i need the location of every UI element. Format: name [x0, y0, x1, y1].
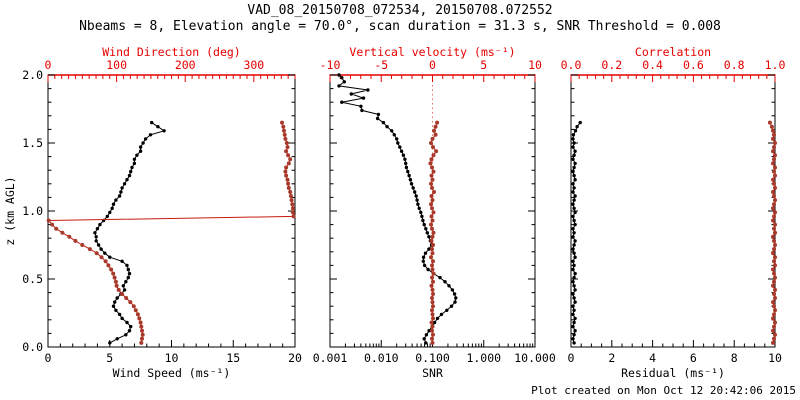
wind-panel: 0 5 10 15 20 Wind Speed (ms⁻¹) 0 100 200 300Wind … [3, 45, 302, 380]
plot-created-timestamp: Plot created on Mon Oct 12 20:42:06 2015 [531, 384, 796, 397]
wind-panel-top-tick: 300 [243, 58, 264, 72]
residual-panel-top-tick: 0.4 [642, 58, 663, 72]
snr-panel-top-tick: 0 [429, 58, 436, 72]
snr-panel: 0.001 0.010 0.100 1.000 10.000 SNR -10 -5 0 5 10 Ve… [313, 45, 556, 380]
wind-panel-top-axis-label: Wind Direction (deg) [102, 45, 240, 59]
wind-speed-line [94, 122, 166, 344]
residual-panel: 0 2 4 6 8 10 Residual (ms⁻¹) 0.0 0.2 0.4 0.6 0.8 1.0… [561, 45, 786, 380]
residual-panel-top-axis-label: Correlation [635, 45, 711, 59]
wind-panel-y-tick: 1.0 [22, 204, 43, 218]
residual-panel-top-tick: 0.2 [601, 58, 622, 72]
snr-line [337, 74, 457, 344]
wind-panel-y-tick: 0.5 [22, 272, 43, 286]
residual-panel-top-tick: 0.0 [561, 58, 582, 72]
wind-panel-bottom-tick: 15 [226, 351, 240, 365]
wind-panel-y-tick: 0.0 [22, 340, 43, 354]
snr-panel-bottom-tick: 1.000 [466, 351, 501, 365]
wind-panel-top-tick: 0 [45, 58, 52, 72]
wind-panel-bottom-tick: 10 [165, 351, 179, 365]
wind-panel-bottom-axis-label: Wind Speed (ms⁻¹) [113, 366, 231, 380]
residual-panel-bottom-tick: 2 [608, 351, 615, 365]
residual-panel-bottom-tick: 10 [768, 351, 782, 365]
snr-panel-bottom-tick: 0.001 [313, 351, 348, 365]
wind-panel-bottom-tick: 0 [45, 351, 52, 365]
snr-panel-top-tick: -10 [320, 58, 341, 72]
residual-panel-bottom-tick: 4 [649, 351, 656, 365]
wind-panel-top-tick: 100 [106, 58, 127, 72]
snr-panel-top-tick: 10 [528, 58, 542, 72]
wind-panel-y-tick: 2.0 [22, 68, 43, 82]
residual-panel-bottom-tick: 8 [731, 351, 738, 365]
snr-panel-bottom-tick: 10.000 [514, 351, 556, 365]
wind-panel-bottom-tick: 20 [288, 351, 302, 365]
wind-direction-line [47, 122, 295, 343]
wind-panel-y-tick: 1.5 [22, 136, 43, 150]
residual-panel-top-tick: 0.6 [683, 58, 704, 72]
snr-panel-top-axis-label: Vertical velocity (ms⁻¹) [349, 45, 515, 59]
snr-panel-top-tick: 5 [480, 58, 487, 72]
plot-title: VAD_08_20150708_072534, 20150708.072552 [247, 3, 553, 18]
snr-panel-bottom-tick: 0.100 [415, 351, 450, 365]
wind-panel-top-tick: 200 [175, 58, 196, 72]
residual-panel-bottom-tick: 6 [690, 351, 697, 365]
y-axis-label: z (km AGL) [3, 176, 17, 245]
wind-panel-bottom-tick: 5 [106, 351, 113, 365]
snr-panel-bottom-tick: 0.010 [364, 351, 399, 365]
residual-panel-bottom-tick: 0 [568, 351, 575, 365]
residual-panel-bottom-axis-label: Residual (ms⁻¹) [621, 366, 725, 380]
snr-panel-top-tick: -5 [374, 58, 388, 72]
snr-panel-bottom-axis-label: SNR [422, 366, 443, 380]
plot-subtitle: Nbeams = 8, Elevation angle = 70.0°, sca… [79, 19, 721, 34]
residual-panel-top-tick: 1.0 [765, 58, 786, 72]
residual-panel-top-tick: 0.8 [724, 58, 745, 72]
